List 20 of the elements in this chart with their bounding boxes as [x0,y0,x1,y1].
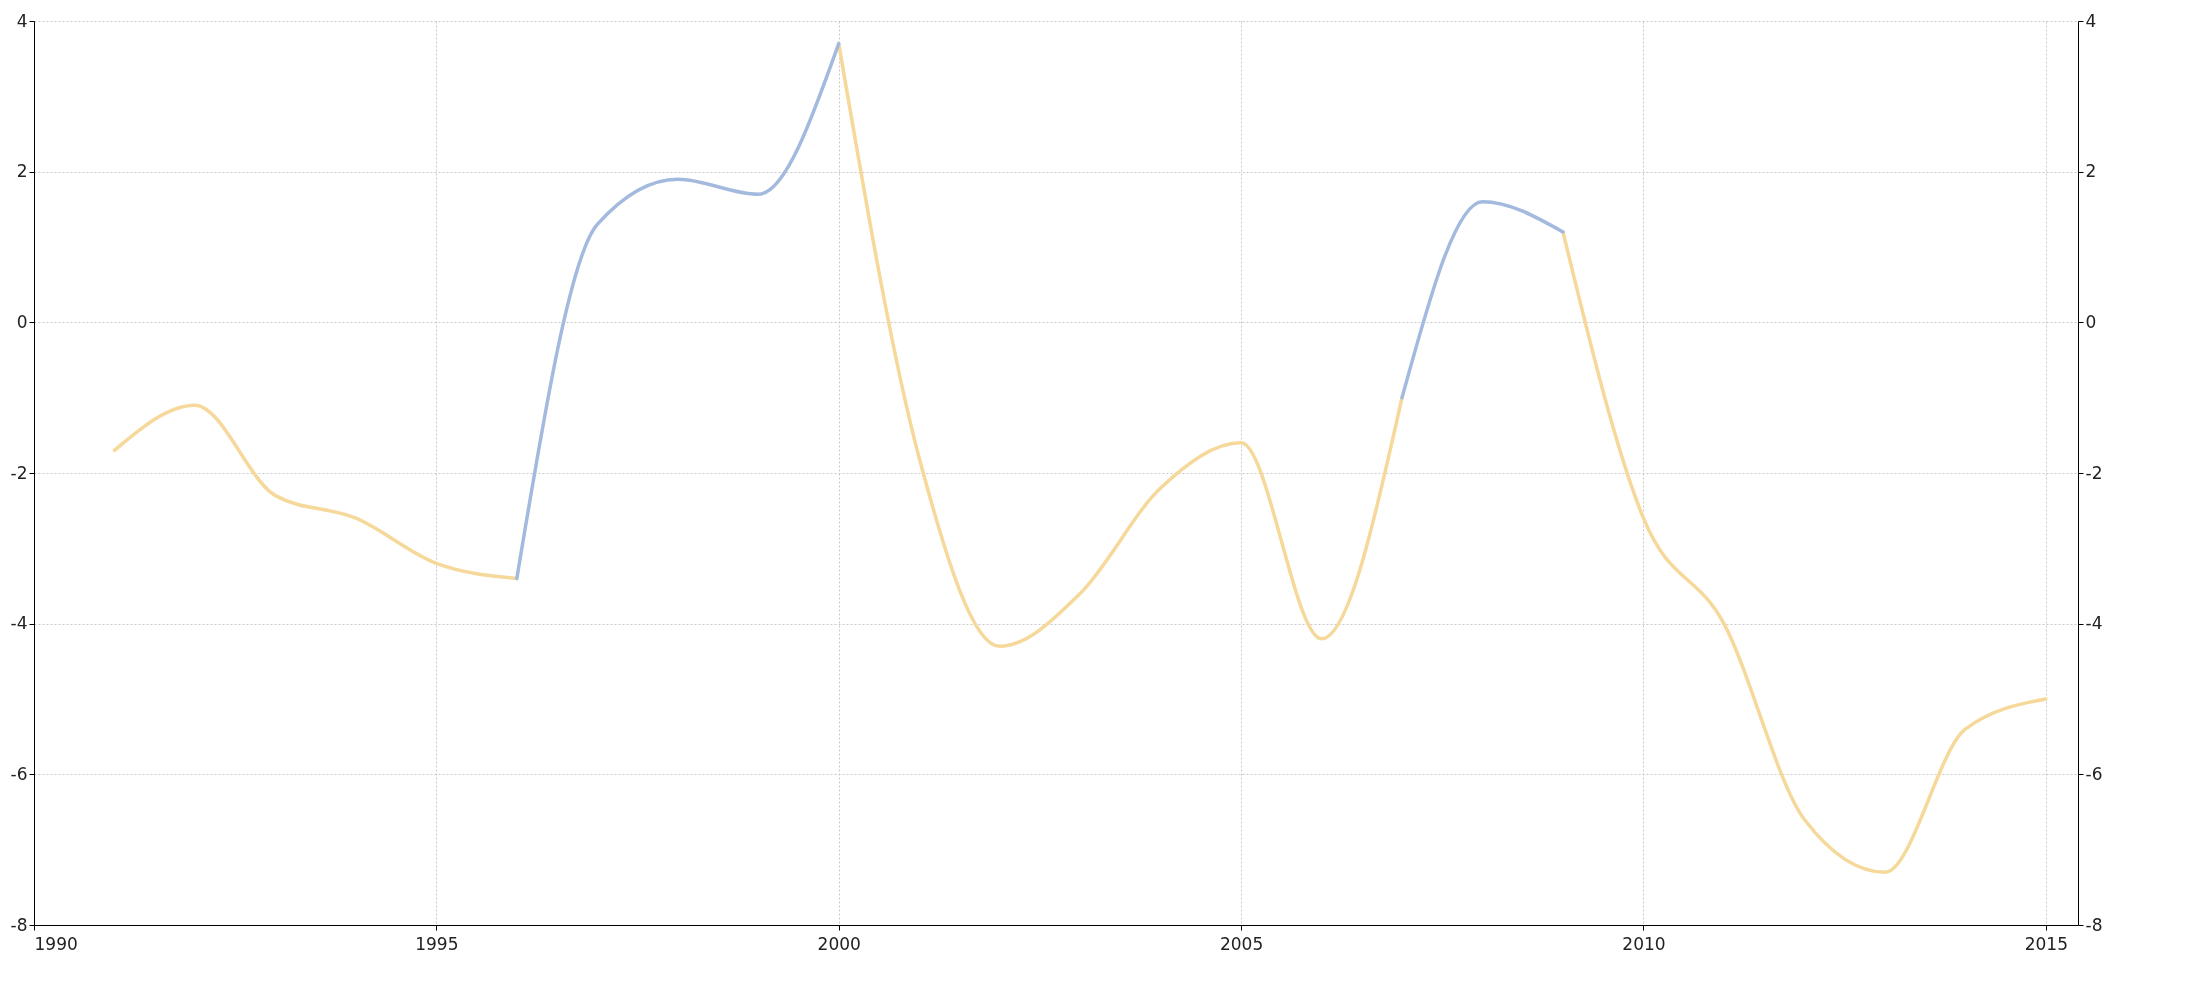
y-tick-label: 0 [16,311,28,332]
y-tick-label: -2 [10,462,28,483]
x-tick-label: 1995 [415,933,459,954]
y-tick-label: 4 [16,10,28,31]
y2-tick-label: -4 [2085,613,2103,634]
y2-tick-label: -2 [2085,462,2103,483]
y2-tick-label: 4 [2085,10,2097,31]
x-tick-label: 2015 [2024,933,2068,954]
y-tick-label: -4 [10,613,28,634]
y-tick-label: 2 [16,161,28,182]
y-tick-label: -8 [10,914,28,935]
y2-tick-label: 2 [2085,161,2097,182]
y-tick-label: -6 [10,763,28,784]
y2-tick-label: -8 [2085,914,2103,935]
x-tick-label: 2005 [1219,933,1264,954]
y2-tick-label: -6 [2085,763,2103,784]
x-tick-label: 2000 [817,933,861,954]
x-tick-label: 2010 [1622,933,1666,954]
x-tick-label: 1990 [34,933,78,954]
y2-tick-label: 0 [2085,311,2097,332]
